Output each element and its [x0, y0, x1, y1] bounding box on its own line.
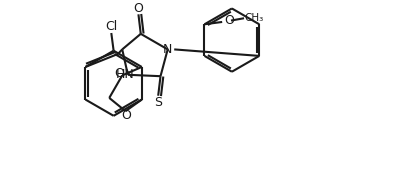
Text: CH₃: CH₃	[244, 13, 264, 23]
Text: O: O	[121, 109, 131, 122]
Text: Cl: Cl	[105, 21, 118, 33]
Text: O: O	[133, 2, 143, 15]
Text: O: O	[115, 66, 124, 80]
Text: O: O	[224, 14, 234, 27]
Text: HN: HN	[116, 68, 135, 81]
Text: N: N	[163, 43, 173, 56]
Text: S: S	[154, 96, 162, 109]
